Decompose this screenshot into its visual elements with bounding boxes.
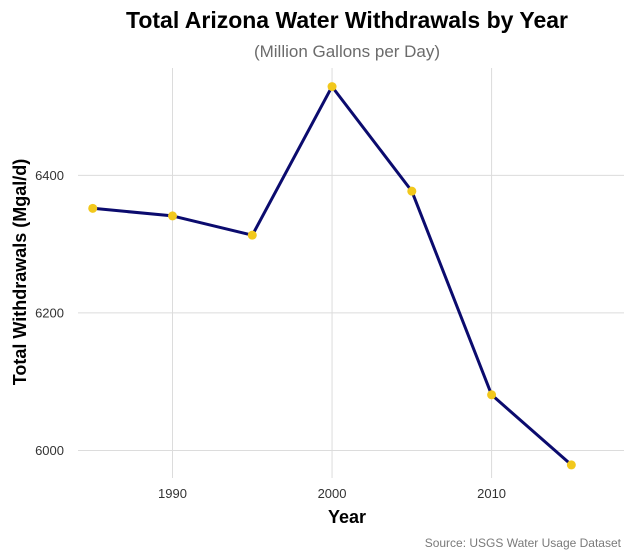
data-point-1995	[247, 230, 257, 240]
x-tick-label: 2010	[477, 486, 506, 501]
x-tick-label: 1990	[158, 486, 187, 501]
x-tick-labels: 1990 2000 2010	[158, 486, 506, 501]
data-point-1990	[168, 211, 178, 221]
data-point-2010	[487, 390, 497, 400]
grid-lines	[78, 68, 624, 478]
x-tick-label: 2000	[318, 486, 347, 501]
chart-subtitle: (Million Gallons per Day)	[254, 42, 440, 61]
y-axis-title: Total Withdrawals (Mgal/d)	[10, 159, 30, 386]
data-point-2000	[327, 82, 337, 92]
data-point-2015	[566, 460, 576, 470]
data-point-1985	[88, 203, 98, 213]
data-point-2005	[407, 186, 417, 196]
x-axis-title: Year	[328, 507, 366, 527]
data-points	[88, 82, 576, 470]
y-tick-label: 6000	[35, 443, 64, 458]
y-tick-label: 6200	[35, 305, 64, 320]
y-tick-labels: 6000 6200 6400	[35, 168, 64, 458]
y-tick-label: 6400	[35, 168, 64, 183]
chart-title: Total Arizona Water Withdrawals by Year	[126, 7, 568, 33]
source-caption: Source: USGS Water Usage Dataset	[425, 536, 622, 550]
